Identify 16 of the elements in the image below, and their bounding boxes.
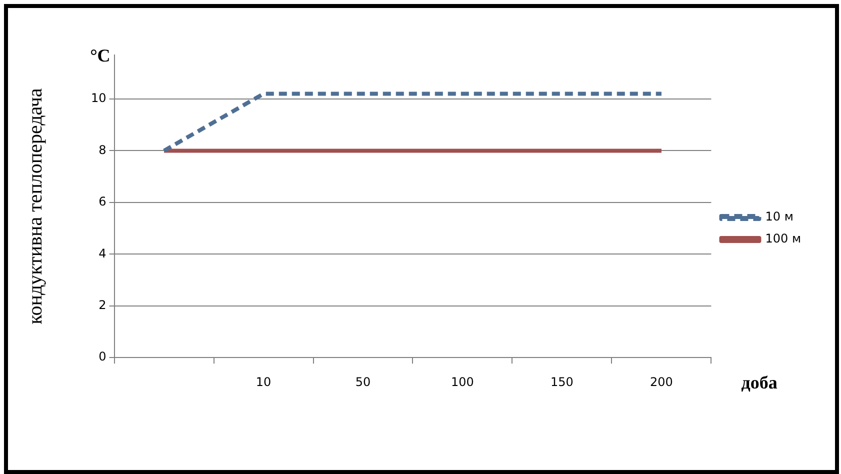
y-axis-title: кондуктивна теплопередача [24, 88, 46, 324]
y-tick-label: 4 [98, 246, 106, 260]
y-tick-label: 0 [98, 350, 106, 364]
x-tick-label: 10 [256, 374, 272, 389]
x-tick-label: 50 [355, 374, 371, 389]
legend-label: 10 м [765, 210, 794, 224]
text: °C [90, 46, 110, 66]
y-tick-label: 10 [90, 91, 106, 106]
y-tick-label: 8 [98, 142, 106, 157]
x-tick-label: 200 [650, 374, 673, 389]
x-tick-label: 100 [451, 374, 474, 389]
legend-label: 100 м [765, 232, 802, 246]
x-tick-label: 150 [550, 374, 574, 389]
y-tick-label: 6 [98, 194, 106, 209]
y-tick-label: 2 [98, 298, 106, 312]
text: доба [741, 372, 778, 392]
